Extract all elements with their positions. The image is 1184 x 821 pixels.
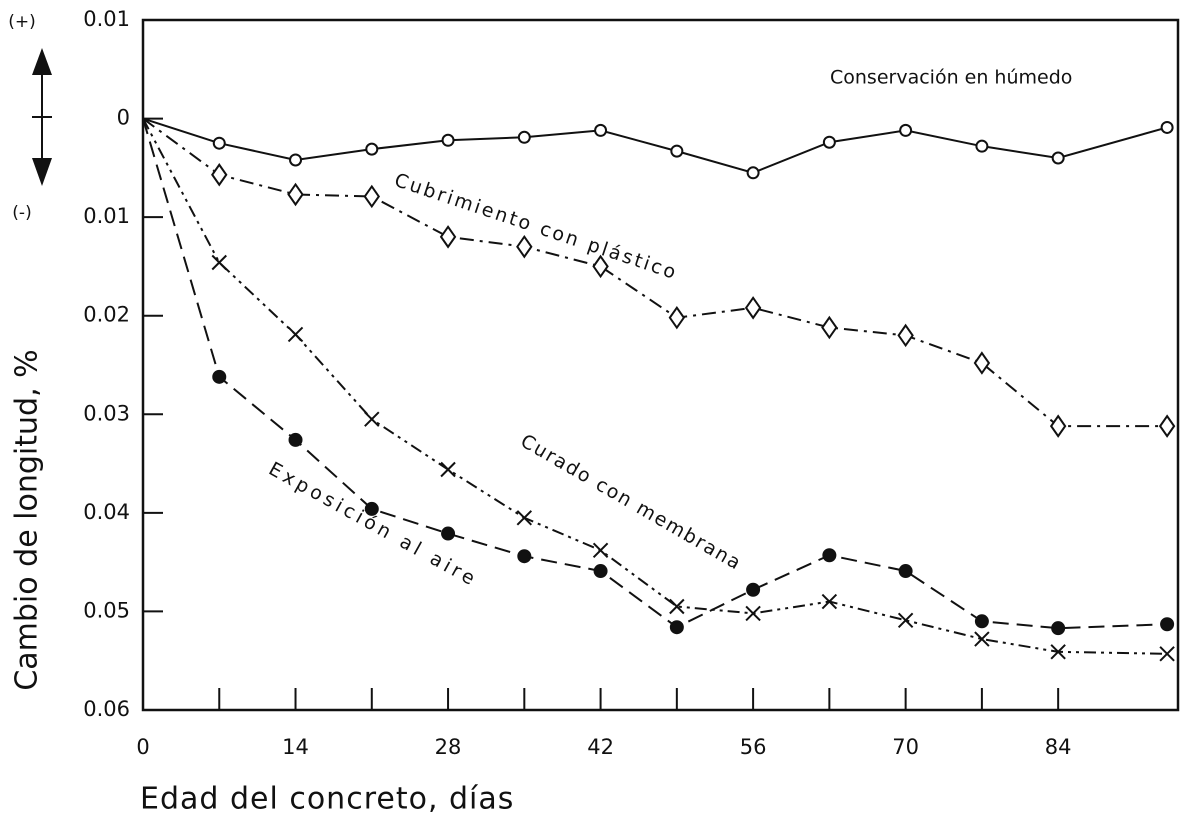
x-tick-label: 28	[435, 735, 462, 759]
marker	[899, 123, 913, 137]
marker	[365, 142, 379, 156]
series-line	[142, 117, 1168, 174]
y-tick-label: 0.01	[83, 204, 130, 228]
y-tick-label: 0.02	[83, 303, 130, 327]
marker	[440, 461, 456, 478]
series-line	[142, 118, 1168, 655]
marker	[289, 153, 303, 167]
marker	[746, 166, 760, 180]
marker	[441, 133, 455, 147]
marker	[594, 123, 608, 137]
marker	[517, 130, 531, 144]
series-label: Cubrimiento con plástico	[392, 169, 679, 283]
y-axis-label: Cambio de longitud, %	[10, 349, 45, 690]
marker	[516, 234, 533, 259]
marker	[821, 593, 838, 610]
y-tick-label: 0	[117, 106, 130, 130]
plot-frame	[141, 18, 1180, 712]
marker	[746, 582, 761, 597]
marker	[745, 605, 761, 622]
y-tick-label: 0.06	[83, 697, 130, 721]
marker	[1050, 644, 1066, 660]
marker	[668, 305, 686, 330]
marker	[592, 254, 609, 279]
y-tick-label: 0.05	[83, 598, 130, 622]
series-line	[142, 118, 1168, 630]
marker	[975, 139, 989, 153]
marker	[516, 510, 533, 526]
marker	[592, 542, 609, 559]
marker	[288, 432, 303, 447]
marker	[287, 326, 304, 343]
x-tick-label: 0	[136, 735, 149, 759]
x-tick-label: 42	[587, 735, 614, 759]
marker	[441, 526, 456, 541]
x-axis-label: Edad del concreto, días	[140, 782, 514, 817]
marker	[593, 564, 608, 579]
marker	[973, 351, 991, 375]
marker	[822, 548, 837, 563]
marker	[1160, 617, 1175, 632]
marker	[974, 614, 989, 629]
marker	[1160, 120, 1174, 134]
marker	[974, 631, 990, 647]
x-tick-label: 56	[740, 735, 767, 759]
marker	[670, 144, 684, 158]
x-tick-label: 14	[282, 735, 309, 759]
marker	[1159, 646, 1175, 662]
series-label: Exposición al aire	[265, 458, 479, 590]
marker	[439, 225, 457, 249]
series-line	[142, 117, 1168, 428]
marker	[821, 315, 838, 340]
y-tick-label: 0.04	[83, 500, 130, 524]
marker	[822, 135, 836, 149]
series-label: Curado con membrana	[517, 430, 745, 574]
marker	[898, 564, 913, 579]
marker	[897, 612, 914, 629]
marker	[1049, 414, 1067, 438]
marker	[744, 296, 762, 320]
marker	[211, 254, 227, 271]
marker	[364, 411, 380, 427]
marker	[669, 620, 684, 635]
marker	[212, 136, 226, 150]
marker	[517, 549, 532, 564]
marker	[363, 184, 381, 209]
x-tick-label: 70	[892, 735, 919, 759]
marker	[1051, 151, 1065, 165]
marker	[364, 501, 379, 516]
marker	[1051, 621, 1066, 636]
series-label: Conservación en húmedo	[830, 67, 1072, 89]
y-tick-label: 0.01	[83, 7, 130, 31]
direction-arrows	[32, 48, 52, 186]
annotation: (+)	[8, 12, 36, 32]
marker	[211, 163, 228, 187]
marker	[669, 598, 685, 615]
y-tick-label: 0.03	[83, 401, 130, 425]
x-tick-label: 84	[1045, 735, 1072, 759]
marker	[212, 369, 227, 384]
annotation: (-)	[12, 203, 31, 223]
marker	[1158, 414, 1176, 438]
marker	[287, 182, 304, 207]
marker	[897, 323, 914, 348]
